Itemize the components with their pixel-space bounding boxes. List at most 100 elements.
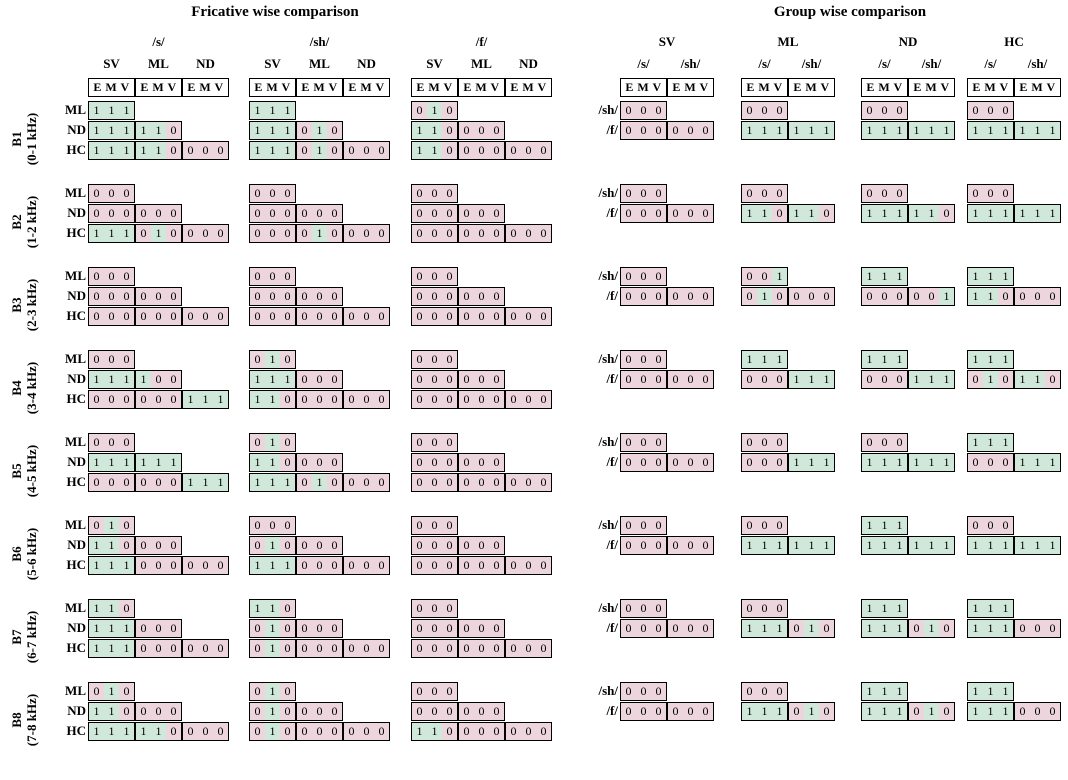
value-cell: 1	[89, 703, 104, 720]
value-cell: 0	[651, 620, 666, 637]
value-cell: 0	[474, 703, 489, 720]
speaker-group-label: ML	[309, 56, 330, 71]
value-cell: 0	[312, 288, 327, 305]
value-cell: 1	[119, 723, 134, 740]
value-cell: 0	[442, 142, 457, 159]
value-cell: 0	[136, 391, 151, 408]
value-cell: 1	[924, 122, 939, 139]
value-cell: 1	[742, 703, 757, 720]
value-cell: 1	[968, 122, 983, 139]
value-cell: 0	[183, 640, 198, 657]
value-cell: 0	[474, 142, 489, 159]
value-cell: 0	[312, 703, 327, 720]
value-cell: 0	[998, 288, 1013, 305]
row-label: ND	[67, 122, 86, 137]
value-cell: 0	[742, 434, 757, 451]
value-cell: 0	[327, 122, 342, 139]
value-cell: 1	[119, 142, 134, 159]
value-cell: 0	[442, 225, 457, 242]
value-cell: 0	[924, 288, 939, 305]
value-cell: 0	[459, 557, 474, 574]
value-cell: 0	[621, 288, 636, 305]
value-cell: 0	[636, 122, 651, 139]
value-cell: 0	[474, 122, 489, 139]
value-cell: 1	[250, 142, 265, 159]
value-cell: 1	[862, 454, 877, 471]
value-cell: 0	[265, 268, 280, 285]
value-cell: 0	[280, 185, 295, 202]
value-cell: 0	[742, 371, 757, 388]
value-cell: 0	[506, 391, 521, 408]
value-cell: 1	[1015, 537, 1030, 554]
value-cell: 0	[668, 205, 683, 222]
value-cell: 0	[374, 474, 389, 491]
value-cell: 0	[104, 185, 119, 202]
value-cell: 0	[312, 537, 327, 554]
value-cell: 0	[442, 640, 457, 657]
value-cell: 1	[250, 557, 265, 574]
value-cell: 1	[862, 205, 877, 222]
value-cell: 0	[427, 600, 442, 617]
value-cell: 1	[998, 620, 1013, 637]
value-cell: 0	[412, 225, 427, 242]
value-cell: 0	[892, 434, 907, 451]
value-cell: 0	[892, 288, 907, 305]
value-cell: 1	[772, 703, 787, 720]
value-cell: 1	[892, 351, 907, 368]
row-label: /sh/	[598, 185, 618, 200]
value-cell: 0	[651, 268, 666, 285]
band-name: B4	[9, 380, 24, 396]
value-cell: 0	[151, 371, 166, 388]
row-label: ND	[67, 703, 86, 718]
value-cell: 1	[862, 600, 877, 617]
value-cell: 0	[506, 308, 521, 325]
value-cell: 0	[89, 288, 104, 305]
value-cell: 0	[506, 557, 521, 574]
value-cell: 0	[442, 683, 457, 700]
value-cell: 1	[983, 268, 998, 285]
value-cell: 0	[651, 122, 666, 139]
band-range: (0-1 kHz)	[24, 112, 39, 166]
value-cell: 0	[459, 454, 474, 471]
value-cell: 0	[459, 703, 474, 720]
value-cell: 1	[939, 537, 954, 554]
value-cell: 1	[862, 703, 877, 720]
value-cell: 0	[621, 620, 636, 637]
value-cell: 0	[521, 225, 536, 242]
value-cell: 0	[250, 288, 265, 305]
value-cell: 0	[412, 308, 427, 325]
value-cell: 0	[698, 371, 713, 388]
value-cell: 0	[1015, 620, 1030, 637]
value-cell: 1	[1015, 454, 1030, 471]
value-cell: 0	[312, 723, 327, 740]
row-label: ML	[65, 517, 86, 532]
value-cell: 0	[359, 723, 374, 740]
value-cell: 0	[442, 723, 457, 740]
value-cell: 0	[742, 683, 757, 700]
value-cell: 1	[877, 517, 892, 534]
value-cell: 0	[804, 288, 819, 305]
value-cell: 1	[983, 434, 998, 451]
speaker-group-label: ML	[471, 56, 492, 71]
value-cell: 1	[862, 620, 877, 637]
